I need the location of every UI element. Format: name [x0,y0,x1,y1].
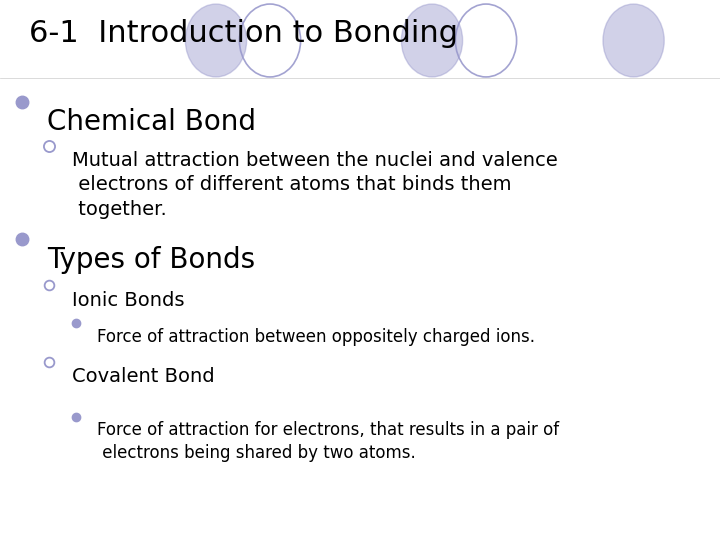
Text: Ionic Bonds: Ionic Bonds [72,291,184,309]
Text: 6-1  Introduction to Bonding: 6-1 Introduction to Bonding [29,19,458,48]
Text: Chemical Bond: Chemical Bond [47,108,256,136]
Ellipse shape [402,4,463,77]
Text: Force of attraction for electrons, that results in a pair of
 electrons being sh: Force of attraction for electrons, that … [97,421,559,462]
Text: Force of attraction between oppositely charged ions.: Force of attraction between oppositely c… [97,328,535,346]
Text: Types of Bonds: Types of Bonds [47,246,255,274]
Ellipse shape [603,4,665,77]
Text: Covalent Bond: Covalent Bond [72,367,215,386]
Ellipse shape [186,4,246,77]
Text: Mutual attraction between the nuclei and valence
 electrons of different atoms t: Mutual attraction between the nuclei and… [72,151,558,219]
